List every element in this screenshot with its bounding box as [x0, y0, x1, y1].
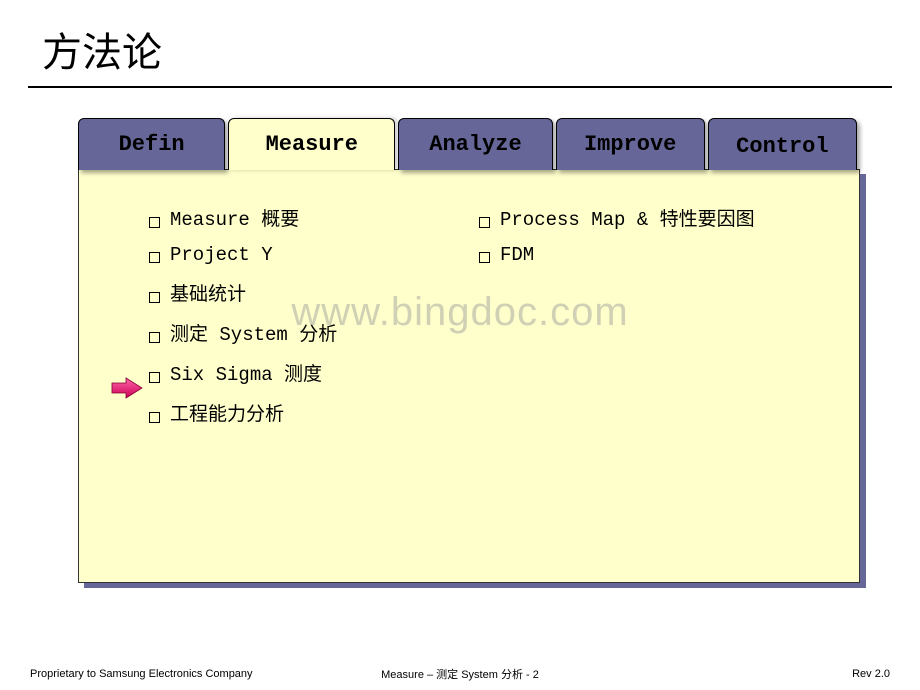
panel: Measure 概要 Project Y 基础统计 测定 System 分析 S… [78, 169, 860, 583]
list-item: FDM [479, 244, 839, 266]
item-text: 工程能力分析 [170, 399, 284, 426]
item-text: Process Map & 特性要因图 [500, 204, 755, 231]
list-item: 工程能力分析 [149, 399, 479, 426]
bullet-icon [149, 372, 160, 383]
list-item: Project Y [149, 244, 479, 266]
title-underline [28, 86, 892, 88]
item-text: Project Y [170, 244, 273, 266]
tab-define[interactable]: Defin [78, 118, 225, 170]
left-column: Measure 概要 Project Y 基础统计 测定 System 分析 S… [149, 204, 479, 439]
item-text: FDM [500, 244, 534, 266]
footer: Proprietary to Samsung Electronics Compa… [0, 668, 920, 680]
list-item: 基础统计 [149, 279, 479, 306]
arrow-marker-icon [110, 376, 144, 405]
footer-right: Rev 2.0 [852, 668, 890, 680]
panel-content: Measure 概要 Project Y 基础统计 测定 System 分析 S… [79, 170, 859, 459]
footer-left: Proprietary to Samsung Electronics Compa… [30, 668, 253, 680]
tabs-row: Defin Measure Analyze Improve Control [78, 118, 860, 170]
bullet-icon [479, 252, 490, 263]
bullet-icon [149, 252, 160, 263]
list-item: Measure 概要 [149, 204, 479, 231]
list-item: Process Map & 特性要因图 [479, 204, 839, 231]
item-text: 基础统计 [170, 279, 246, 306]
list-item: 测定 System 分析 [149, 319, 479, 346]
bullet-icon [149, 332, 160, 343]
list-item: Six Sigma 测度 [149, 359, 479, 386]
footer-center: Measure – 测定 System 分析 - 2 [381, 666, 539, 682]
item-text: Six Sigma 测度 [170, 359, 322, 386]
content-area: Defin Measure Analyze Improve Control Me… [78, 118, 860, 588]
bullet-icon [149, 217, 160, 228]
bullet-icon [149, 412, 160, 423]
item-text: 测定 System 分析 [170, 319, 337, 346]
right-column: Process Map & 特性要因图 FDM [479, 204, 839, 439]
bullet-icon [149, 292, 160, 303]
item-text: Measure 概要 [170, 204, 299, 231]
tab-measure[interactable]: Measure [228, 118, 395, 170]
bullet-icon [479, 217, 490, 228]
tab-analyze[interactable]: Analyze [398, 118, 552, 170]
tab-improve[interactable]: Improve [556, 118, 705, 170]
tab-control[interactable]: Control [708, 118, 857, 170]
slide-title: 方法论 [0, 0, 920, 86]
